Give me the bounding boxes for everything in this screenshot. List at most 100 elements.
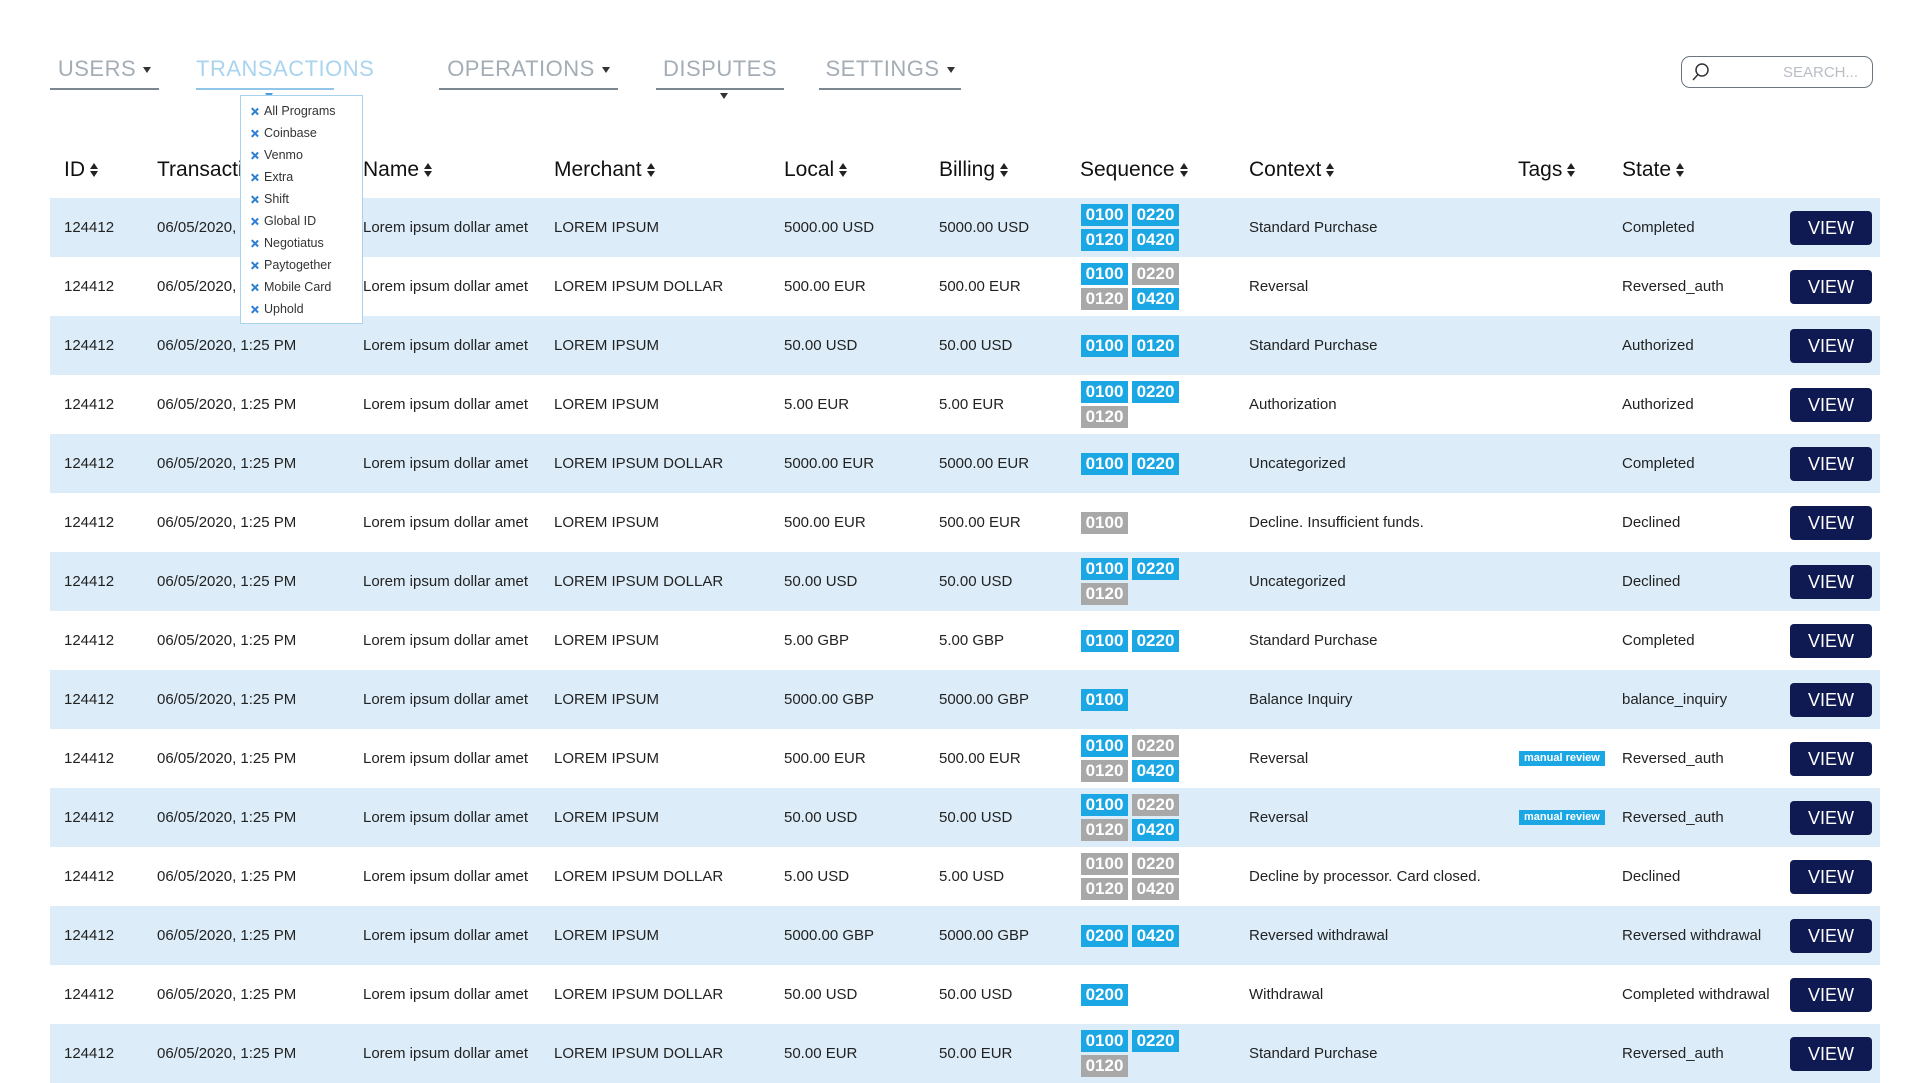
sequence-badge: 0120 (1081, 229, 1128, 251)
sort-icon[interactable] (646, 163, 655, 178)
sort-icon[interactable] (90, 163, 98, 178)
view-button[interactable]: VIEW (1790, 624, 1872, 658)
remove-icon[interactable] (251, 284, 258, 291)
dropdown-label: Shift (264, 192, 290, 206)
view-button[interactable]: VIEW (1790, 329, 1872, 363)
table-row: 124412 06/05/2020, 1:25 PM Lorem ipsum dol… (50, 788, 1880, 847)
cell-local: 5.00 GBP (784, 632, 850, 649)
cell-merchant: LOREM IPSUM (554, 396, 660, 413)
search-box[interactable]: SEARCH... (1681, 56, 1873, 88)
remove-icon[interactable] (251, 130, 258, 137)
nav-item[interactable]: USERS (50, 56, 159, 90)
nav-label: TRANSACTIONS (196, 56, 375, 81)
nav-item[interactable]: SETTINGS (819, 56, 961, 90)
view-button[interactable]: VIEW (1790, 742, 1872, 776)
sort-icon[interactable] (1326, 163, 1335, 178)
dropdown-label: Extra (264, 170, 294, 184)
dropdown-item[interactable]: Global ID (251, 214, 316, 228)
sequence-badge: 0100 (1081, 334, 1128, 357)
nav-item[interactable]: OPERATIONS (439, 56, 618, 90)
sequence-badge: 0200 (1081, 924, 1128, 947)
cell-context: Standard Purchase (1249, 219, 1378, 236)
cell-name: Lorem ipsum dollar amet (363, 219, 529, 236)
program-dropdown: All Programs Coinbase Venmo Extra Shift Globa… (240, 95, 363, 324)
view-button[interactable]: VIEW (1790, 565, 1872, 599)
table-row: 124412 06/05/2020, 1:25 PM Lorem ipsum dol… (50, 1024, 1880, 1083)
remove-icon[interactable] (251, 152, 258, 159)
view-button[interactable]: VIEW (1790, 801, 1872, 835)
dropdown-item[interactable]: Shift (251, 192, 289, 206)
column-header[interactable]: Name (363, 158, 433, 182)
sort-icon[interactable] (1567, 163, 1576, 178)
sequence: 0100 0220 0120 0420 (1081, 198, 1191, 257)
cell-merchant: LOREM IPSUM DOLLAR (554, 1045, 724, 1062)
column-header[interactable]: Sequence (1080, 158, 1188, 182)
sort-icon[interactable] (1676, 163, 1685, 178)
sequence: 0200 (1081, 965, 1191, 1024)
dropdown-item[interactable]: All Programs (251, 104, 336, 118)
column-header[interactable]: Merchant (554, 158, 655, 182)
dropdown-item[interactable]: Negotiatus (251, 236, 324, 250)
search-placeholder: SEARCH... (1782, 64, 1858, 81)
column-header[interactable]: Tags (1518, 158, 1576, 182)
remove-icon[interactable] (251, 196, 258, 203)
cell-local: 500.00 EUR (784, 278, 866, 295)
view-button[interactable]: VIEW (1790, 1037, 1872, 1071)
remove-icon[interactable] (251, 218, 258, 225)
cell-billing: 5000.00 GBP (939, 691, 1030, 708)
column-header[interactable]: Billing (939, 158, 1009, 182)
sequence-badge: 0220 (1132, 381, 1179, 403)
view-button[interactable]: VIEW (1790, 860, 1872, 894)
view-button[interactable]: VIEW (1790, 447, 1872, 481)
sort-icon[interactable] (1000, 163, 1009, 178)
sequence: 0100 0220 0120 (1081, 375, 1191, 434)
cell-merchant: LOREM IPSUM (554, 632, 660, 649)
column-header[interactable]: Local (784, 158, 848, 182)
view-button[interactable]: VIEW (1790, 270, 1872, 304)
cell-state: Authorized (1622, 337, 1694, 354)
view-button[interactable]: VIEW (1790, 506, 1872, 540)
cell-context: Reversed withdrawal (1249, 927, 1389, 944)
sort-icon[interactable] (1179, 163, 1188, 178)
dropdown-item[interactable]: Coinbase (251, 126, 317, 140)
sequence: 0100 0220 0120 0420 (1081, 257, 1191, 316)
column-header[interactable]: Context (1249, 158, 1335, 182)
view-button[interactable]: VIEW (1790, 683, 1872, 717)
sequence: 0100 0120 (1081, 316, 1191, 375)
dropdown-item[interactable]: Extra (251, 170, 293, 184)
cell-local: 500.00 EUR (784, 514, 866, 531)
cell-context: Withdrawal (1249, 986, 1324, 1003)
sequence-badge: 0120 (1081, 878, 1128, 900)
cell-date: 06/05/2020, 1:25 PM (157, 455, 297, 472)
sequence-badge: 0120 (1132, 334, 1179, 357)
remove-icon[interactable] (251, 174, 258, 181)
view-button[interactable]: VIEW (1790, 211, 1872, 245)
dropdown-item[interactable]: Uphold (251, 302, 304, 316)
view-button[interactable]: VIEW (1790, 978, 1872, 1012)
dropdown-item[interactable]: Mobile Card (251, 280, 331, 294)
cell-merchant: LOREM IPSUM (554, 927, 660, 944)
remove-icon[interactable] (251, 306, 258, 313)
sequence-badge: 0100 (1081, 263, 1128, 285)
sequence-badge: 0120 (1081, 288, 1128, 310)
column-header[interactable]: State (1622, 158, 1685, 182)
column-header[interactable]: ID (64, 158, 98, 182)
cell-name: Lorem ipsum dollar amet (363, 337, 529, 354)
remove-icon[interactable] (251, 262, 258, 269)
cell-context: Standard Purchase (1249, 632, 1378, 649)
sort-icon[interactable] (424, 163, 433, 178)
sort-icon[interactable] (839, 163, 848, 178)
sequence: 0100 0220 0120 0420 (1081, 729, 1191, 788)
nav-item[interactable]: TRANSACTIONS (196, 56, 374, 90)
dropdown-item[interactable]: Venmo (251, 148, 303, 162)
cell-state: Completed withdrawal (1622, 986, 1770, 1003)
remove-icon[interactable] (251, 240, 258, 247)
nav-item[interactable]: DISPUTES (656, 56, 784, 90)
sequence-badge: 0220 (1132, 558, 1179, 580)
view-button[interactable]: VIEW (1790, 388, 1872, 422)
cell-merchant: LOREM IPSUM DOLLAR (554, 573, 724, 590)
view-button[interactable]: VIEW (1790, 919, 1872, 953)
cell-id: 124412 (64, 750, 115, 767)
remove-icon[interactable] (251, 108, 258, 115)
dropdown-item[interactable]: Paytogether (251, 258, 331, 272)
